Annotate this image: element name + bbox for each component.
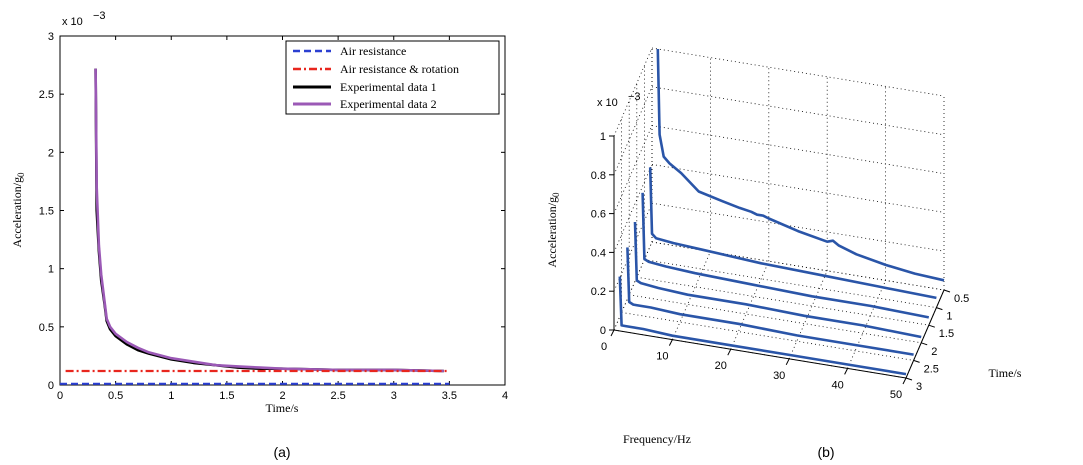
floor-grid-line xyxy=(636,276,929,326)
freq-tick-mark xyxy=(610,329,615,337)
freq-tick-label: 0 xyxy=(601,341,607,353)
freq-tick-mark xyxy=(902,377,907,385)
freq-tick-mark xyxy=(844,368,849,375)
x-tick-label: 3.5 xyxy=(442,390,457,402)
chart-b-grid xyxy=(613,47,945,379)
chart-a-caption: (a) xyxy=(273,444,290,460)
chart-b-ylabel: Acceleration/g0 xyxy=(545,192,561,268)
accel-tick-label: 0.4 xyxy=(591,247,606,259)
x-tick-label: 3 xyxy=(391,390,397,402)
frequency-axis-line xyxy=(613,329,907,379)
y-tick-label: 1.5 xyxy=(39,206,54,218)
chart-a-ylabel-sub: 0 xyxy=(16,172,26,177)
x-tick-label: 0.5 xyxy=(108,390,123,402)
chart-a-series xyxy=(60,68,450,385)
chart-b-series xyxy=(618,48,945,376)
freq-tick-label: 10 xyxy=(656,351,668,363)
y-tick-label: 0.5 xyxy=(39,322,54,334)
freq-tick-label: 30 xyxy=(773,370,785,382)
back-wall-grid-line xyxy=(651,202,945,252)
waterfall-line-t0-5 xyxy=(656,48,945,282)
x-tick-label: 2 xyxy=(279,390,285,402)
time-tick-mark xyxy=(928,324,935,328)
y-tick-label: 2 xyxy=(48,147,54,159)
waterfall-line-t2 xyxy=(633,221,922,339)
freq-tick-mark xyxy=(727,348,732,356)
waterfall-line-t1-5 xyxy=(641,192,930,319)
back-wall-grid-line xyxy=(651,125,945,174)
legend-label-air-resistance-rotation: Air resistance & rotation xyxy=(340,62,459,76)
y-tick-label: 1 xyxy=(48,264,54,276)
freq-tick-label: 20 xyxy=(715,360,727,372)
time-tick-label: 2 xyxy=(931,346,937,358)
x-tick-label: 0 xyxy=(57,390,63,402)
x-tick-label: 1 xyxy=(168,390,174,402)
side-wall-grid-line xyxy=(613,164,653,253)
x-tick-label: 4 xyxy=(502,390,508,402)
time-tick-label: 1 xyxy=(946,311,952,323)
chart-a-ylabel-main: Acceleration/g xyxy=(10,177,24,248)
freq-tick-mark xyxy=(785,358,790,366)
chart-a-exponent-base: x 10 xyxy=(62,16,83,28)
time-tick-label: 2.5 xyxy=(924,363,939,375)
waterfall-line-t1 xyxy=(648,167,937,300)
legend-label-air-resistance: Air resistance xyxy=(340,44,406,58)
y-tick-label: 3 xyxy=(48,31,54,43)
legend-label-experimental-1: Experimental data 1 xyxy=(340,80,437,94)
y-tick-label: 0 xyxy=(48,380,54,392)
chart-b-exponent: −3 xyxy=(628,91,641,103)
waterfall-line-t2-5 xyxy=(626,247,914,356)
time-tick-mark xyxy=(936,307,943,311)
freq-tick-label: 50 xyxy=(890,389,902,401)
time-tick-mark xyxy=(905,377,913,381)
time-tick-label: 3 xyxy=(916,381,922,393)
accel-tick-label: 0.6 xyxy=(591,209,606,221)
chart-b-xlabel: Frequency/Hz xyxy=(623,432,691,446)
chart-b-depth-label: Time/s xyxy=(989,366,1022,380)
waterfall-line-t3 xyxy=(618,276,907,376)
x-tick-label: 2.5 xyxy=(330,390,345,402)
chart-a-legend-box xyxy=(285,40,500,115)
time-tick-label: 1.5 xyxy=(939,328,954,340)
chart-a: 0 0.5 1 1.5 2 2.5 3 3.5 4 0 0.5 1 1.5 2 2.5 3 x 10 −3 T… xyxy=(10,10,508,460)
chart-a-ylabel: Acceleration/g0 xyxy=(10,172,26,248)
chart-b-ylabel-main: Acceleration/g xyxy=(545,197,559,268)
accel-tick-label: 1 xyxy=(600,131,606,143)
chart-a-legend: Air resistance Air resistance & rotation… xyxy=(285,40,500,115)
chart-a-xlabel: Time/s xyxy=(266,401,299,415)
time-tick-mark xyxy=(943,289,951,293)
time-axis-line xyxy=(905,289,945,379)
x-tick-label: 1.5 xyxy=(219,390,234,402)
side-wall-grid-line xyxy=(613,125,653,214)
chart-b-caption: (b) xyxy=(817,444,834,460)
legend-label-experimental-2: Experimental data 2 xyxy=(340,97,437,111)
y-tick-label: 2.5 xyxy=(39,89,54,101)
series-line-experimental-data-2 xyxy=(94,68,444,373)
accel-tick-label: 0.8 xyxy=(591,170,606,182)
time-tick-label: 0.5 xyxy=(954,293,969,305)
freq-tick-mark xyxy=(668,339,673,346)
chart-a-exponent: −3 xyxy=(93,10,106,22)
back-wall-grid-line xyxy=(651,47,945,97)
time-tick-mark xyxy=(921,342,928,346)
time-tick-mark xyxy=(913,359,920,363)
chart-b-exponent-base: x 10 xyxy=(597,97,618,109)
chart-b-ylabel-sub: 0 xyxy=(551,192,561,197)
accel-tick-label: 0 xyxy=(600,325,606,337)
back-wall-grid-line xyxy=(651,86,945,136)
accel-tick-label: 0.2 xyxy=(591,286,606,298)
freq-tick-label: 40 xyxy=(831,379,843,391)
